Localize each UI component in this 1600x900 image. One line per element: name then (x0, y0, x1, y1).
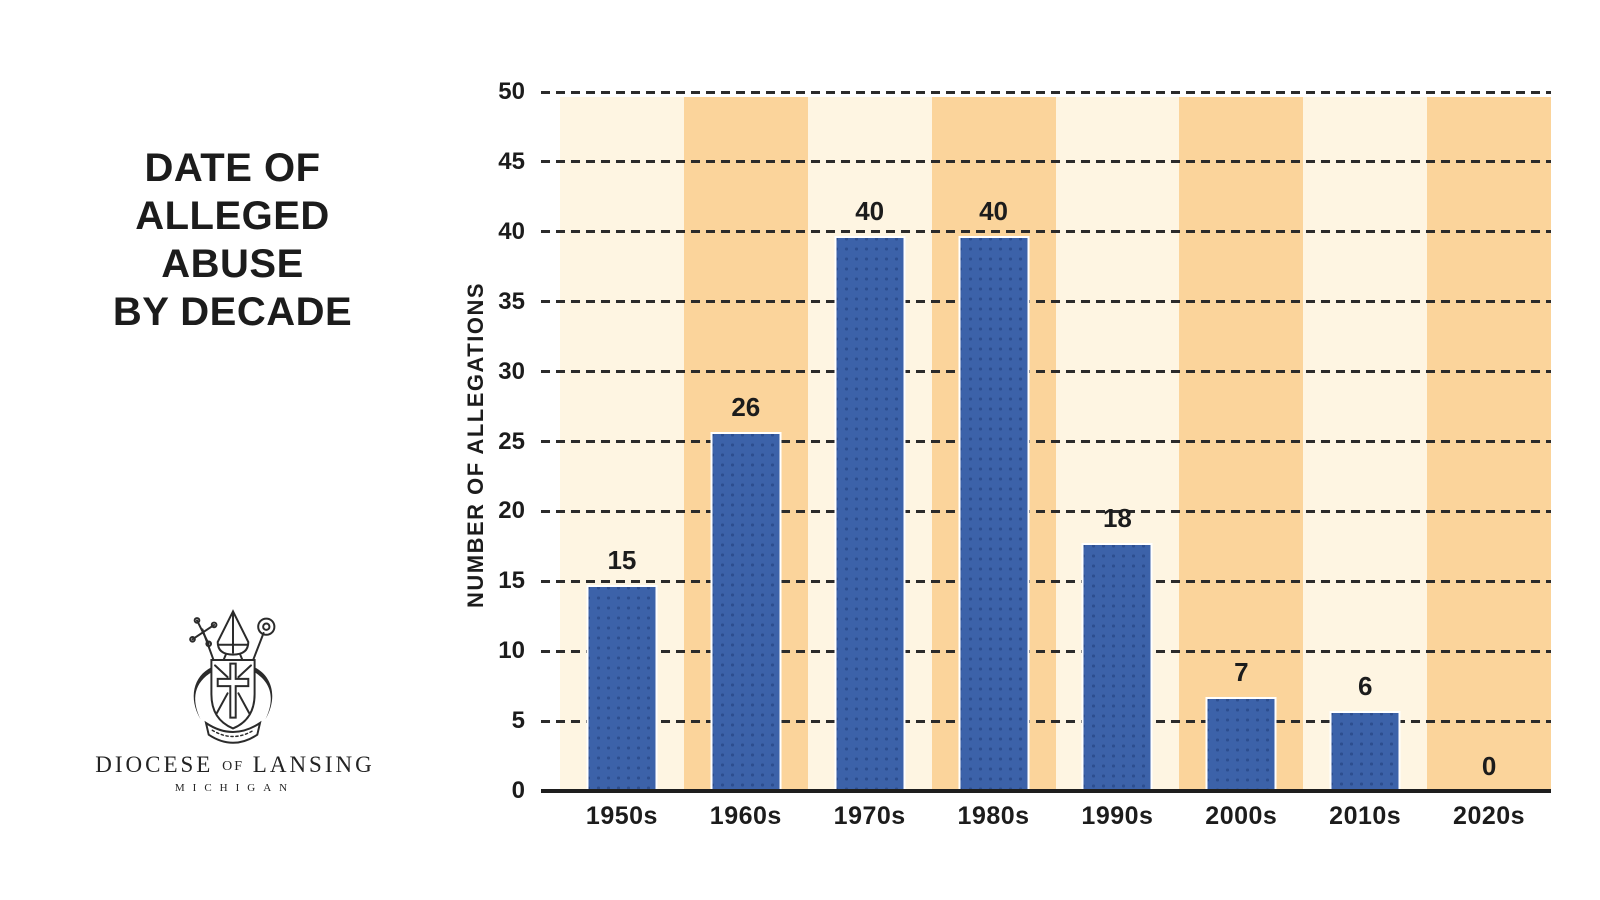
y-tick-label-5: 5 (511, 707, 525, 735)
column-stripe-2020s (1427, 97, 1551, 791)
x-tick-label-1960s: 1960s (709, 802, 782, 830)
column-2010s: 6 2010s (1303, 92, 1427, 830)
column-1960s: 26 1960s (684, 92, 808, 830)
bar-value-label-2020s: 0 (1481, 751, 1497, 781)
column-2000s: 7 2000s (1179, 92, 1303, 830)
y-tick-label-35: 35 (498, 287, 525, 315)
x-tick-label-2010s: 2010s (1329, 802, 1402, 830)
gridline-35 (541, 300, 1551, 304)
diocese-of-lansing-crest-logo (189, 609, 276, 744)
bar-1980s (958, 235, 1030, 791)
column-1990s: 18 1990s (1056, 92, 1180, 830)
wordmark-michigan: MICHIGAN (174, 782, 296, 794)
plot-area: 0 5 10 15 20 25 30 35 40 45 50 15 1950s 26 1960s 40 197… (498, 78, 1551, 830)
column-1980s: 40 1980s (932, 92, 1056, 830)
x-tick-label-1990s: 1990s (1081, 802, 1154, 830)
bar-value-label-1980s: 40 (979, 195, 1009, 226)
y-tick-label-40: 40 (498, 217, 525, 245)
bar-2000s (1205, 697, 1277, 791)
gridline-15 (541, 579, 1551, 583)
wordmark-diocese: DIOCESE (95, 752, 214, 777)
wordmark-of: OF (222, 759, 245, 774)
bar-1970s (834, 235, 906, 791)
title-line-2: ALLEGED (135, 194, 330, 238)
gridline-30 (541, 370, 1551, 374)
x-tick-label-2020s: 2020s (1453, 802, 1526, 830)
bars-layer: 15 1950s 26 1960s 40 1970s 40 1980s 18 1990s 7 2000… (560, 92, 1551, 830)
bar-value-label-1990s: 18 (1102, 503, 1132, 534)
title-line-1: DATE OF (144, 146, 321, 190)
title-line-4: BY DECADE (112, 290, 353, 334)
column-1970s: 40 1970s (808, 92, 932, 830)
gridline-45 (541, 160, 1551, 164)
column-stripe-2000s (1179, 97, 1304, 791)
bar-value-label-2000s: 7 (1234, 657, 1249, 688)
x-tick-label-1950s: 1950s (585, 802, 658, 830)
chart-title: DATE OF ALLEGED ABUSE BY DECADE (35, 144, 430, 336)
bar-2010s (1329, 711, 1401, 791)
bar-value-label-1950s: 15 (607, 545, 637, 576)
bar-value-label-1960s: 26 (731, 391, 761, 422)
gridline-10 (541, 649, 1551, 653)
x-tick-label-1980s: 1980s (957, 802, 1030, 830)
y-tick-label-10: 10 (498, 637, 525, 665)
gridline-25 (541, 440, 1551, 443)
y-tick-label-15: 15 (498, 567, 525, 595)
gridline-20 (541, 509, 1551, 513)
gridline-5 (541, 719, 1551, 723)
column-1950s: 15 1950s (560, 92, 684, 830)
bar-1990s (1081, 543, 1153, 791)
x-tick-label-2000s: 2000s (1205, 802, 1278, 830)
x-tick-label-1970s: 1970s (833, 802, 906, 830)
diocese-wordmark: DIOCESE OF LANSING (35, 752, 435, 778)
y-tick-label-45: 45 (498, 147, 525, 175)
x-axis-line (541, 789, 1551, 793)
title-line-3: ABUSE (161, 242, 304, 286)
bar-1950s (586, 585, 658, 791)
column-stripe-2010s (1303, 97, 1428, 791)
y-tick-label-20: 20 (498, 497, 525, 525)
bar-1960s (710, 431, 782, 791)
bar-value-label-1970s: 40 (855, 195, 885, 226)
y-tick-label-0: 0 (511, 777, 525, 804)
y-tick-label-25: 25 (498, 427, 525, 455)
gridline-40 (541, 230, 1551, 234)
column-2020s: 0 2020s (1427, 92, 1551, 830)
bar-value-label-2010s: 6 (1357, 671, 1373, 702)
y-tick-label-30: 30 (498, 357, 525, 385)
gridline-50 (541, 90, 1551, 94)
y-tick-label-50: 50 (498, 78, 525, 105)
wordmark-lansing: LANSING (252, 752, 375, 777)
